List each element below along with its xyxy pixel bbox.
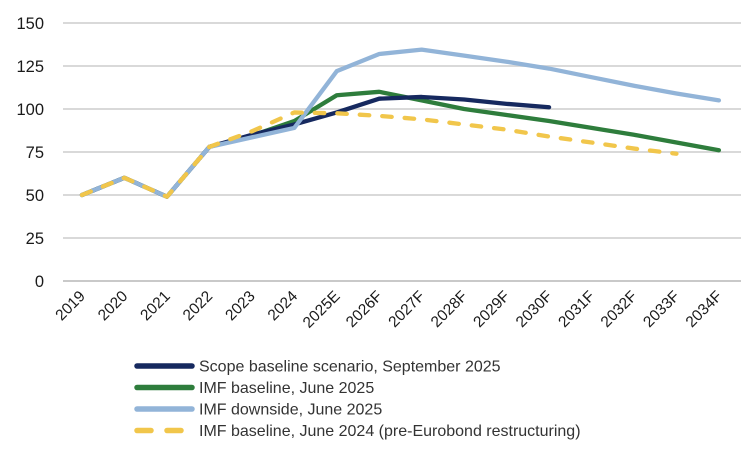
legend-item: IMF downside, June 2025 — [134, 402, 382, 419]
x-tick-label: 2032F — [598, 288, 641, 331]
y-tick-label: 75 — [26, 144, 44, 162]
x-tick-label: 2022 — [180, 288, 216, 324]
x-tick-label: 2031F — [555, 288, 598, 331]
legend-item: IMF baseline, June 2024 (pre-Eurobond re… — [134, 423, 581, 440]
y-tick-label: 0 — [35, 273, 44, 291]
x-tick-label: 2034F — [683, 288, 726, 331]
x-tick-label: 2030F — [513, 288, 556, 331]
series-line-imf-baseline-june-2024-pre-eurobond-restructuring — [79, 110, 679, 199]
y-tick-label: 25 — [26, 230, 44, 248]
legend-label: IMF downside, June 2025 — [199, 402, 382, 419]
x-tick-label: 2024 — [265, 288, 302, 325]
x-tick-label: 2019 — [52, 288, 88, 324]
y-tick-label: 50 — [26, 187, 44, 205]
x-tick-label: 2029F — [470, 288, 513, 331]
legend-label: IMF baseline, June 2025 — [199, 380, 374, 397]
x-tick-label: 2027F — [385, 288, 428, 331]
x-tick-label: 2028F — [428, 288, 471, 331]
y-tick-label: 100 — [16, 101, 44, 119]
x-tick-label: 2020 — [95, 288, 132, 325]
x-tick-label: 2021 — [137, 288, 173, 324]
legend-label: IMF baseline, June 2024 (pre-Eurobond re… — [199, 423, 581, 440]
x-tick-label: 2023 — [222, 288, 258, 324]
x-tick-label: 2026F — [343, 288, 386, 331]
legend-item: IMF baseline, June 2025 — [134, 380, 374, 397]
y-tick-label: 150 — [16, 15, 44, 33]
legend-item: Scope baseline scenario, September 2025 — [134, 359, 501, 376]
x-tick-label: 2033F — [640, 288, 683, 331]
y-tick-label: 125 — [16, 58, 44, 76]
series-line-imf-downside-june-2025 — [79, 47, 722, 199]
x-tick-label: 2025E — [300, 288, 344, 332]
legend-label: Scope baseline scenario, September 2025 — [199, 359, 501, 376]
